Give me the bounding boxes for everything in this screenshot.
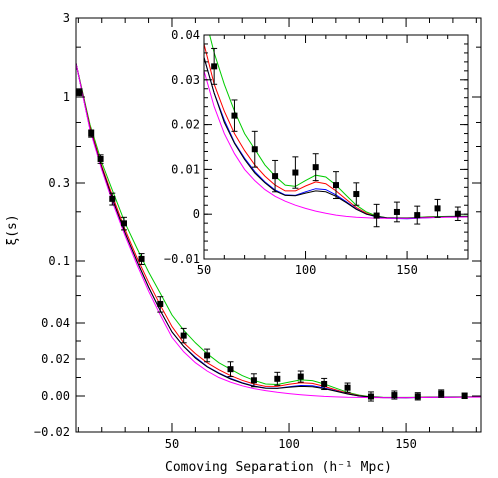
main-data-point (109, 195, 116, 202)
main-y-axis-label: ξ(s) (5, 214, 20, 245)
main-data-point (391, 392, 398, 399)
main-y-tick-label: 3 (63, 11, 70, 25)
main-x-tick-label: 100 (278, 437, 300, 451)
main-data-point (120, 220, 127, 227)
main-x-tick-label: 50 (165, 437, 179, 451)
main-data-point (367, 393, 374, 400)
main-data-point (321, 380, 328, 387)
inset-data-point (393, 208, 400, 215)
inset-x-tick-label: 150 (396, 263, 418, 277)
inset-data-point (231, 112, 238, 119)
main-data-point (227, 366, 234, 373)
inset-y-tick-label: 0.04 (171, 28, 200, 42)
main-data-point (297, 373, 304, 380)
main-curves (76, 63, 481, 402)
inset-data-point (454, 210, 461, 217)
main-x-tick-label: 150 (395, 437, 417, 451)
main-y-tick-label: 0.02 (41, 352, 70, 366)
main-y-tick-label: 1 (63, 90, 70, 104)
main-data-point (138, 255, 145, 262)
main-data-point (76, 89, 83, 96)
inset-data-point (434, 205, 441, 212)
inset-y-tick-label: 0.03 (171, 73, 200, 87)
inset-data-point (373, 212, 380, 219)
main-data-point (88, 130, 95, 137)
inset-data-point (353, 191, 360, 198)
main-y-tick-label: 0.1 (48, 254, 70, 268)
inset-y-tick-label: 0.02 (171, 118, 200, 132)
inset-data-point (251, 146, 258, 153)
main-data-point (97, 155, 104, 162)
main-data-point (157, 300, 164, 307)
main-plot-frame (75, 17, 482, 433)
main-y-tick-label: 0.3 (48, 176, 70, 190)
main-x-axis-label: Comoving Separation (h⁻¹ Mpc) (165, 460, 392, 475)
main-data-point (274, 375, 281, 382)
inset-data-point (414, 212, 421, 219)
inset-curves (204, 35, 468, 228)
main-data-point (344, 384, 351, 391)
inset-data-point (211, 63, 218, 70)
inset-y-tick-label: −0.01 (164, 252, 200, 266)
inset-x-tick-label: 50 (197, 263, 211, 277)
main-data-point (250, 377, 257, 384)
inset-data-point (312, 164, 319, 171)
main-data-point (438, 390, 445, 397)
main-y-tick-label: 0.00 (41, 389, 70, 403)
main-data-point (461, 392, 468, 399)
inset-y-tick-label: 0 (193, 207, 200, 221)
main-y-tick-label: −0.02 (34, 425, 70, 439)
inset-data-point (272, 173, 279, 180)
inset-data-point (333, 182, 339, 189)
inset-plot-frame (203, 34, 469, 260)
inset-x-tick-label: 100 (295, 263, 317, 277)
main-data-point (180, 332, 187, 339)
inset-background (204, 35, 468, 259)
inset-y-tick-label: 0.01 (171, 162, 200, 176)
main-data-point (204, 352, 211, 359)
main-data-point (414, 393, 421, 400)
main-y-tick-label: 0.04 (41, 316, 70, 330)
inset-data-point (292, 169, 299, 176)
